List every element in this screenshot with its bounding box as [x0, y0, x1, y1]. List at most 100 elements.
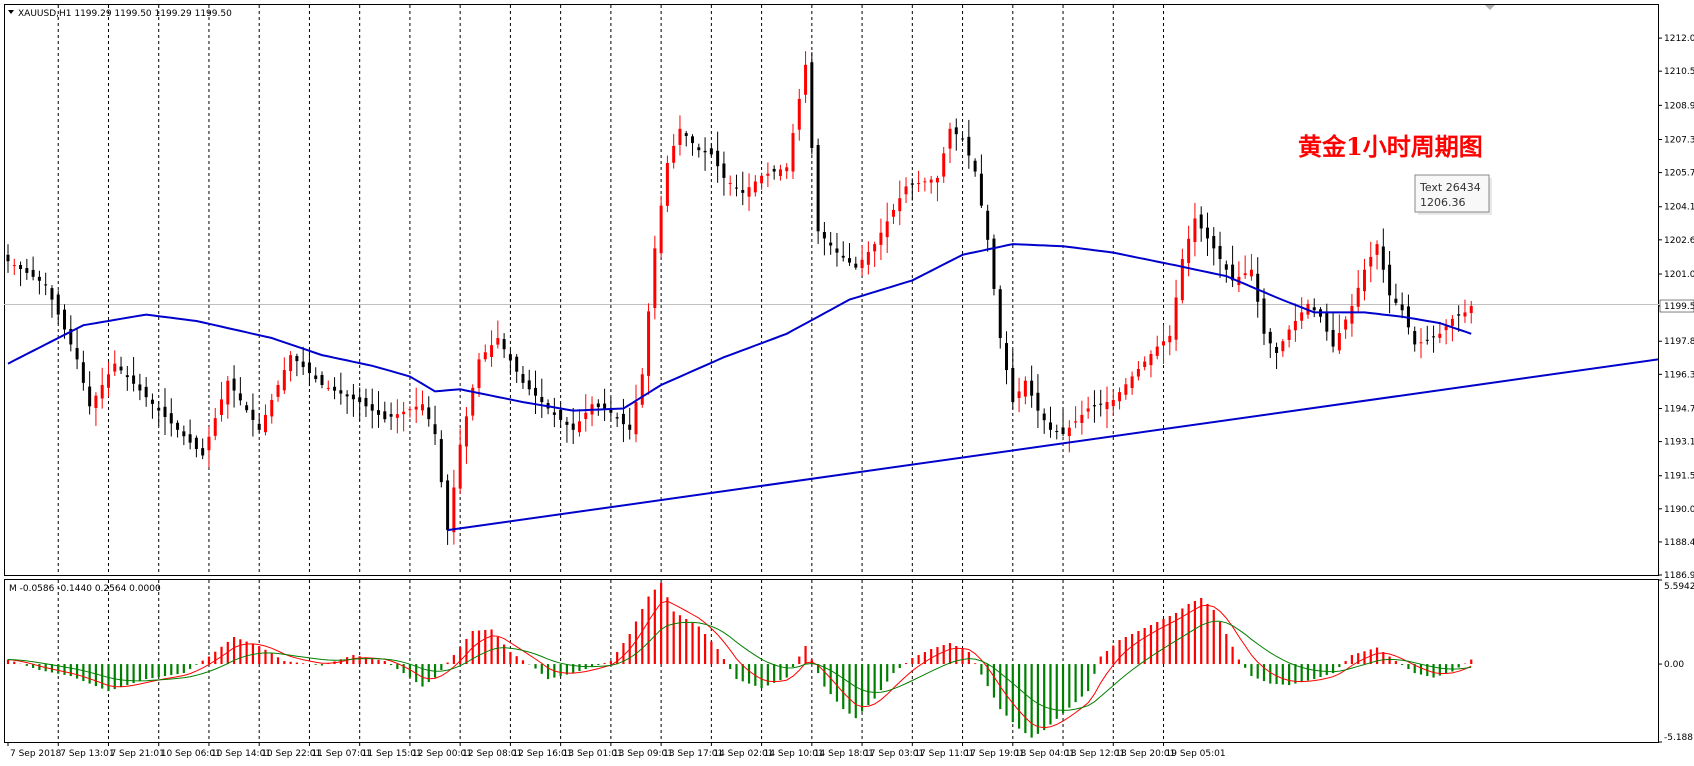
- candle-body: [1118, 392, 1122, 402]
- candle-body: [63, 309, 67, 330]
- y-tick-label: 1201.00: [1664, 270, 1694, 280]
- candle-body: [935, 177, 939, 183]
- candle-body: [873, 244, 877, 252]
- chart-title[interactable]: 黄金1小时周期图: [1298, 132, 1483, 161]
- current-price-label: 1199.50: [1664, 302, 1694, 312]
- candle-body: [760, 175, 764, 184]
- candle-body: [822, 232, 826, 239]
- slow-signal-line: [7, 620, 1472, 711]
- candle-body: [176, 422, 180, 430]
- candle-body: [88, 386, 92, 407]
- candle-body: [1124, 384, 1128, 395]
- candle-body: [515, 356, 519, 372]
- y-tick-label: 1194.70: [1664, 404, 1694, 414]
- candle-body: [1325, 311, 1329, 332]
- candle-body: [716, 150, 720, 167]
- candle-body: [917, 183, 921, 185]
- candle-body: [609, 409, 613, 413]
- candle-body: [1105, 402, 1109, 410]
- candle-body: [1023, 380, 1027, 397]
- candle-body: [678, 128, 682, 145]
- candle-body: [1080, 414, 1084, 423]
- object-tooltip: Text 26434 1206.36: [1414, 174, 1492, 215]
- candle-body: [1212, 236, 1216, 249]
- candle-body: [144, 386, 148, 398]
- candle-body: [603, 403, 607, 410]
- support-trendline[interactable]: [447, 358, 1659, 532]
- candle-body: [1375, 244, 1379, 255]
- y-tick-label: 1210.50: [1664, 67, 1694, 77]
- symbol-menu-icon[interactable]: [8, 10, 14, 14]
- y-tick-label: 1205.75: [1664, 169, 1694, 179]
- candle-body: [364, 397, 368, 407]
- x-tick-label: 17 Sep 11:01: [914, 749, 974, 759]
- candle-body: [383, 411, 387, 420]
- candle-body: [785, 167, 789, 172]
- candle-body: [502, 339, 506, 350]
- candle-body: [157, 407, 161, 411]
- candle-body: [1030, 380, 1034, 396]
- candle-body: [1331, 329, 1335, 347]
- candle-body: [1256, 273, 1260, 302]
- candle-body: [188, 434, 192, 443]
- candle-body: [1036, 392, 1040, 411]
- candle-body: [1224, 264, 1228, 270]
- candle-body: [1218, 245, 1222, 260]
- candle-body: [106, 374, 110, 388]
- candle-body: [734, 187, 738, 189]
- candle-body: [778, 169, 782, 176]
- candle-body: [270, 399, 274, 417]
- moving-average-line: [7, 243, 1472, 412]
- x-tick-label: 13 Sep 17:01: [663, 749, 723, 759]
- candle-body: [1444, 326, 1448, 331]
- x-tick-label: 7 Sep 21:01: [110, 749, 164, 759]
- candle-body: [1205, 227, 1209, 239]
- candle-body: [56, 294, 60, 315]
- candle-body: [1042, 413, 1046, 421]
- y-tick-label: 1204.15: [1664, 203, 1694, 213]
- candle-body: [1287, 329, 1291, 340]
- candle-body: [854, 263, 858, 268]
- candle-body: [1356, 287, 1360, 307]
- candle-body: [697, 147, 701, 151]
- candle-body: [647, 311, 651, 376]
- candle-body: [992, 238, 996, 289]
- x-tick-label: 12 Sep 00:01: [412, 749, 472, 759]
- y-tick-label: 1197.85: [1664, 337, 1694, 347]
- y-tick-label: 1207.30: [1664, 135, 1694, 145]
- candle-body: [427, 407, 431, 420]
- candle-body: [653, 248, 657, 308]
- candle-body: [119, 366, 123, 371]
- candle-body: [220, 399, 224, 415]
- candle-body: [961, 138, 965, 140]
- candle-body: [125, 375, 129, 378]
- price-axis: 1212.05 1210.50 1208.90 1207.30 1205.75 1204.…: [1658, 34, 1694, 581]
- candle-body: [885, 221, 889, 238]
- candle-body: [414, 406, 418, 410]
- candle-body: [358, 397, 362, 403]
- candle-body: [69, 328, 73, 345]
- candle-body: [490, 345, 494, 357]
- osc-y-tick-label: -5.188: [1664, 733, 1693, 743]
- candle-body: [1381, 246, 1385, 270]
- candle-body: [50, 288, 54, 300]
- candle-body: [6, 254, 10, 262]
- candle-body: [1231, 264, 1235, 281]
- candle-body: [1136, 368, 1140, 377]
- x-tick-label: 11 Sep 15:01: [362, 749, 422, 759]
- y-tick-label: 1208.90: [1664, 101, 1694, 111]
- candle-body: [320, 374, 324, 385]
- candle-body: [1055, 431, 1059, 433]
- candle-body: [1086, 408, 1090, 412]
- candle-body: [753, 181, 757, 193]
- x-tick-label: 14 Sep 02:01: [713, 749, 773, 759]
- candle-body: [1149, 354, 1153, 366]
- candle-body: [923, 181, 927, 183]
- candle-body: [841, 255, 845, 258]
- x-tick-label: 7 Sep 13:01: [60, 749, 114, 759]
- candle-body: [213, 418, 217, 436]
- candle-body: [634, 402, 638, 435]
- candle-body: [1394, 298, 1398, 303]
- chart-shift-marker-icon[interactable]: [1485, 5, 1495, 10]
